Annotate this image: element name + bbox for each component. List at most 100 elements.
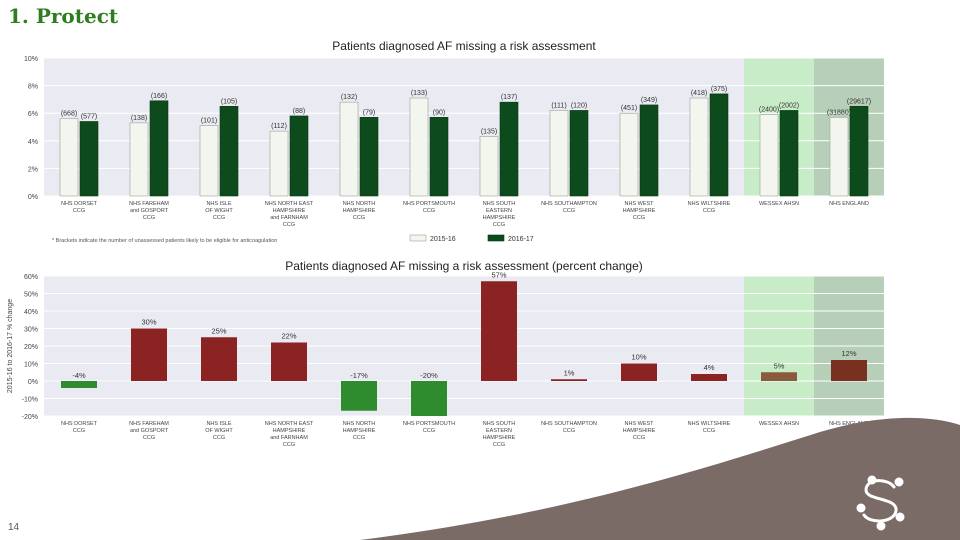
y-tick-label: 0% <box>28 194 38 201</box>
bar-value-label: (120) <box>571 102 587 109</box>
x-tick-label: CCG <box>283 222 295 228</box>
legend-swatch <box>487 234 505 242</box>
page-number: 14 <box>8 522 20 533</box>
x-tick-label: NHS SOUTH <box>483 421 515 427</box>
x-tick-label: CCG <box>283 442 295 448</box>
x-tick-label: CCG <box>633 435 645 441</box>
bar-value-label: (577) <box>81 113 97 120</box>
bar-percent-change <box>691 374 727 381</box>
brand-logo-icon <box>856 475 905 531</box>
chart-title: Patients diagnosed AF missing a risk ass… <box>332 39 596 53</box>
bar-value-label: (135) <box>481 129 497 136</box>
y-tick-label: 20% <box>24 344 38 351</box>
x-tick-label: NHS WILTSHIRE <box>688 421 731 427</box>
bar-value-label: (105) <box>221 98 237 105</box>
x-tick-label: HAMPSHIRE <box>273 208 306 214</box>
bar-value-label: (137) <box>501 94 517 101</box>
x-tick-label: NHS NORTH EAST <box>265 421 314 427</box>
x-tick-label: OF WIGHT <box>205 208 233 214</box>
bar-value-label: (132) <box>341 94 357 101</box>
bar-percent-change <box>481 281 517 381</box>
bar-percent-change <box>341 381 377 411</box>
x-tick-label: CCG <box>143 215 155 221</box>
bar-percent-change <box>61 381 97 388</box>
bar-value-label: (418) <box>691 90 707 97</box>
bar-2016-17 <box>779 110 799 197</box>
bar-percent-change <box>551 379 587 381</box>
bar-value-label: (668) <box>61 111 77 118</box>
legend-swatch <box>409 234 427 242</box>
y-tick-label: 10% <box>24 362 38 369</box>
bar-percent-change <box>621 363 657 381</box>
bar-value-label: (90) <box>433 109 445 116</box>
x-tick-label: CCG <box>73 208 85 214</box>
bar-value-label: (29617) <box>847 98 871 105</box>
bar-2016-17 <box>359 117 379 197</box>
legend-label: 2016-17 <box>508 236 534 243</box>
x-tick-label: CCG <box>703 428 715 434</box>
x-tick-label: HAMPSHIRE <box>343 208 376 214</box>
bar-2015-16 <box>619 112 639 197</box>
bar-2015-16 <box>689 97 709 197</box>
bar-value-label: (88) <box>293 108 305 115</box>
bar-value-label: (349) <box>641 97 657 104</box>
y-tick-label: 10% <box>24 56 38 63</box>
bar-percent-change <box>411 381 447 416</box>
bar-2016-17 <box>429 117 449 197</box>
x-tick-label: WESSEX AHSN <box>759 201 799 207</box>
x-tick-label: HAMPSHIRE <box>623 208 656 214</box>
x-tick-label: OF WIGHT <box>205 428 233 434</box>
x-tick-label: CCG <box>563 428 575 434</box>
bar-2016-17 <box>149 100 169 197</box>
x-tick-label: NHS WEST <box>624 421 654 427</box>
x-tick-label: and FARNHAM <box>270 215 308 221</box>
x-tick-label: CCG <box>353 435 365 441</box>
bar-2015-16 <box>339 101 359 197</box>
x-tick-label: EASTERN <box>486 428 512 434</box>
x-tick-label: NHS NORTH EAST <box>265 201 314 207</box>
x-tick-label: CCG <box>493 222 505 228</box>
x-tick-label: NHS FAREHAM <box>129 201 169 207</box>
bar-value-label: (133) <box>411 90 427 97</box>
x-tick-label: NHS NORTH <box>343 201 376 207</box>
x-tick-label: NHS ENGLAND <box>829 201 869 207</box>
bar-value-label: (101) <box>201 118 217 125</box>
x-tick-label: CCG <box>213 435 225 441</box>
bar-value-label: 12% <box>841 349 856 358</box>
x-tick-label: NHS ISLE <box>206 201 231 207</box>
legend-label: 2015-16 <box>430 236 456 243</box>
y-tick-label: 2% <box>28 166 38 173</box>
bar-value-label: (2002) <box>779 102 799 109</box>
x-tick-label: CCG <box>563 208 575 214</box>
bar-2016-17 <box>639 104 659 197</box>
bar-2016-17 <box>219 106 239 197</box>
bar-2016-17 <box>499 101 519 197</box>
x-tick-label: NHS FAREHAM <box>129 421 169 427</box>
x-tick-label: CCG <box>213 215 225 221</box>
x-tick-label: NHS SOUTHAMPTON <box>541 201 597 207</box>
x-tick-label: HAMPSHIRE <box>343 428 376 434</box>
x-tick-label: HAMPSHIRE <box>623 428 656 434</box>
chart-title: Patients diagnosed AF missing a risk ass… <box>285 259 643 273</box>
x-tick-label: CCG <box>73 428 85 434</box>
bar-2015-16 <box>549 110 569 197</box>
bar-percent-change <box>201 337 237 381</box>
y-tick-label: -20% <box>22 414 38 421</box>
bar-2016-17 <box>569 110 589 197</box>
y-tick-label: 50% <box>24 292 38 299</box>
bar-value-label: (375) <box>711 86 727 93</box>
chart-af-percent-change: -20% -10% 0% 10% 20% 30% 40% 50% 60% Patients dia… <box>7 259 884 448</box>
bar-value-label: (112) <box>271 123 287 130</box>
x-tick-label: NHS ISLE <box>206 421 231 427</box>
x-tick-label: EASTERN <box>486 208 512 214</box>
bar-percent-change <box>831 360 867 381</box>
x-tick-label: and FARNHAM <box>270 435 308 441</box>
bar-2015-16 <box>269 130 289 197</box>
y-axis-label: 2015-16 to 2016-17 % change <box>7 299 14 393</box>
bar-value-label: 22% <box>281 332 296 341</box>
bar-value-label: 57% <box>491 270 506 279</box>
x-tick-label: NHS WEST <box>624 201 654 207</box>
x-tick-label: NHS SOUTHAMPTON <box>541 421 597 427</box>
y-tick-label: 6% <box>28 111 38 118</box>
x-tick-label: CCG <box>423 428 435 434</box>
